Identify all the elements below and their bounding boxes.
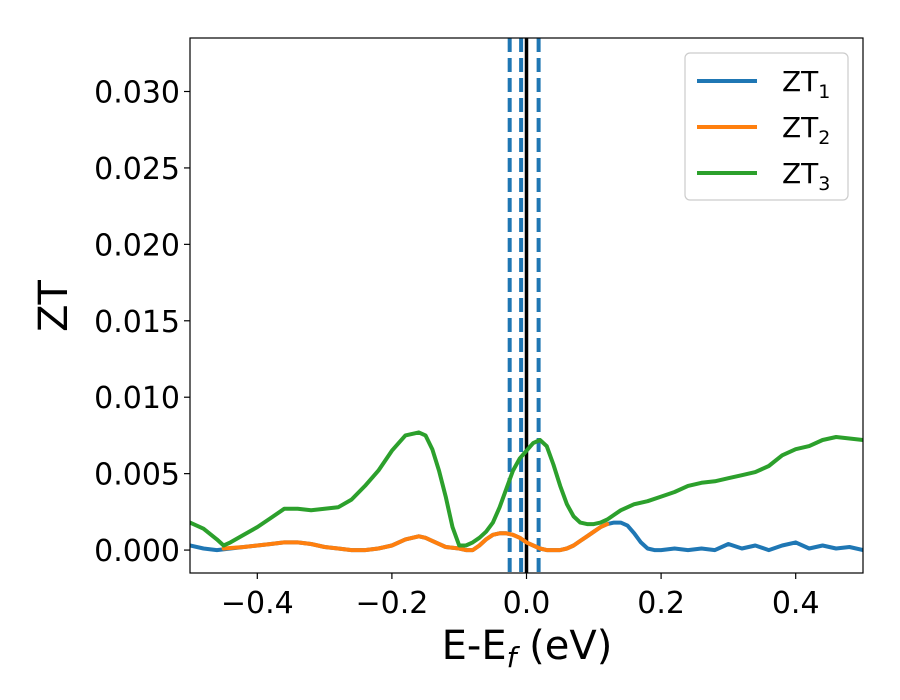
x-tick-label: 0.0 xyxy=(503,586,551,621)
x-tick-label: 0.4 xyxy=(772,586,820,621)
x-tick-label: 0.2 xyxy=(637,586,685,621)
legend-box xyxy=(684,52,849,201)
x-axis-label: E-Ef (eV) xyxy=(442,623,613,674)
y-tick-label: 0.020 xyxy=(94,228,180,263)
y-tick-label: 0.005 xyxy=(94,458,180,493)
legend-label-zt3: ZT3 xyxy=(782,157,830,195)
x-axis-label-main: E-E xyxy=(442,623,507,669)
x-axis-label-unit: (eV) xyxy=(516,623,612,669)
x-tick-label: −0.4 xyxy=(221,586,294,621)
series-line-zt2 xyxy=(221,522,610,553)
y-tick-label: 0.025 xyxy=(94,152,180,187)
y-tick-label: 0.015 xyxy=(94,305,180,340)
y-tick-label: 0.000 xyxy=(94,534,180,569)
legend: ZT1 ZT2 ZT3 xyxy=(684,52,849,201)
legend-label-zt2: ZT2 xyxy=(782,111,830,149)
x-tick-label: −0.2 xyxy=(355,586,428,621)
y-axis-label: ZT xyxy=(31,280,77,332)
y-tick-label: 0.010 xyxy=(94,381,180,416)
y-tick-label: 0.030 xyxy=(94,76,180,111)
legend-label-zt1: ZT1 xyxy=(782,65,830,103)
series-line-zt3 xyxy=(190,430,863,548)
